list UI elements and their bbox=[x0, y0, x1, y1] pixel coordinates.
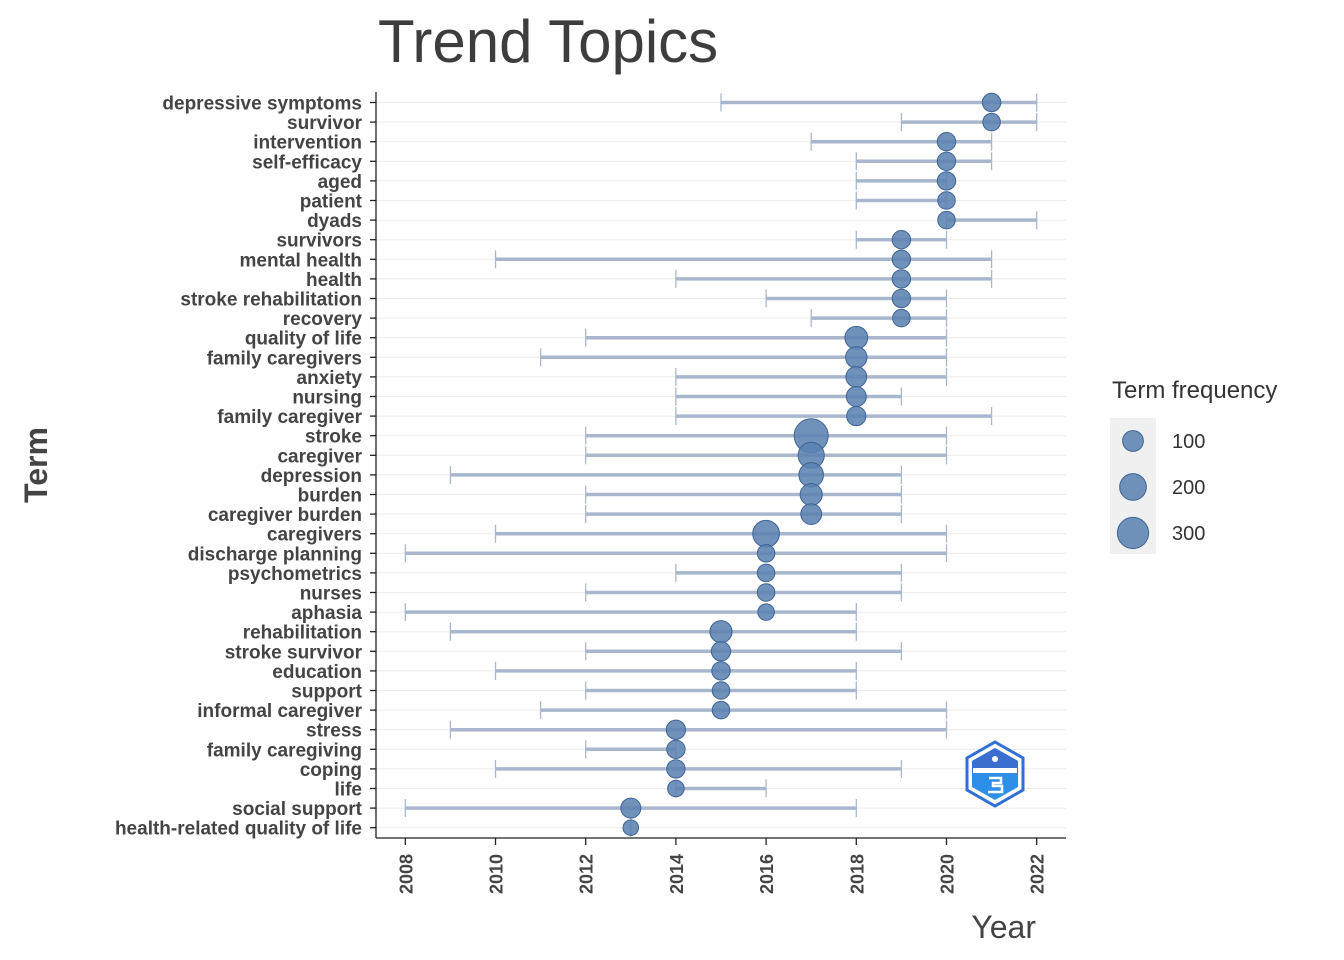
term-point bbox=[620, 797, 642, 819]
term-point bbox=[622, 819, 640, 836]
term-point bbox=[936, 131, 957, 152]
term-label: self-efficacy bbox=[252, 152, 362, 173]
term-point bbox=[982, 112, 1001, 132]
term-label: caregiver bbox=[277, 446, 362, 467]
legend: Term frequency 100 200 300 bbox=[1110, 377, 1277, 554]
term-point bbox=[757, 603, 775, 621]
term-label: stroke bbox=[305, 427, 362, 448]
term-point bbox=[666, 759, 686, 779]
bibliometrix-logo bbox=[965, 740, 1025, 808]
term-label: recovery bbox=[283, 309, 363, 330]
term-label: survivors bbox=[276, 231, 362, 252]
term-point bbox=[666, 739, 686, 760]
term-point bbox=[756, 563, 776, 583]
term-label: education bbox=[272, 662, 362, 683]
x-tick-label: 2014 bbox=[667, 854, 687, 894]
term-label: social support bbox=[232, 799, 363, 820]
term-label: anxiety bbox=[297, 368, 363, 389]
term-label: aged bbox=[318, 172, 362, 193]
term-point bbox=[936, 151, 957, 172]
term-label: caregivers bbox=[267, 525, 362, 546]
term-label: stress bbox=[306, 721, 362, 742]
term-label: health-related quality of life bbox=[115, 819, 362, 840]
term-label: informal caregiver bbox=[197, 701, 362, 722]
term-label: burden bbox=[298, 486, 362, 507]
term-label: depression bbox=[261, 466, 362, 487]
x-tick-label: 2020 bbox=[937, 854, 957, 894]
term-label: intervention bbox=[253, 133, 362, 154]
legend-key-point bbox=[1116, 516, 1150, 550]
term-point bbox=[891, 288, 912, 309]
term-label: survivor bbox=[287, 113, 363, 134]
x-tick-label: 2012 bbox=[577, 854, 597, 894]
term-point bbox=[845, 366, 868, 388]
term-point bbox=[844, 325, 869, 350]
term-label: patient bbox=[300, 192, 363, 213]
term-label: depressive symptoms bbox=[162, 94, 362, 115]
axes bbox=[375, 92, 1066, 839]
term-label: family caregiving bbox=[207, 740, 362, 761]
term-point bbox=[936, 171, 957, 191]
term-point bbox=[800, 503, 823, 525]
term-point bbox=[845, 346, 868, 369]
term-point bbox=[752, 519, 780, 548]
term-label: psychometrics bbox=[228, 564, 362, 585]
x-tick-label: 2010 bbox=[487, 854, 507, 894]
x-tick-label: 2022 bbox=[1028, 854, 1048, 894]
term-label: coping bbox=[300, 760, 362, 781]
term-point bbox=[981, 92, 1002, 113]
term-point bbox=[711, 661, 731, 681]
term-label: discharge planning bbox=[188, 544, 362, 565]
x-tick-label: 2018 bbox=[847, 854, 867, 894]
term-point bbox=[711, 681, 731, 700]
term-label: dyads bbox=[307, 211, 362, 232]
term-label: support bbox=[291, 682, 362, 703]
term-point bbox=[709, 620, 733, 644]
term-label: family caregivers bbox=[207, 348, 362, 369]
x-tick-label: 2008 bbox=[396, 854, 416, 894]
x-tick-label: 2016 bbox=[757, 854, 777, 894]
term-point bbox=[799, 482, 823, 507]
term-point bbox=[937, 191, 956, 210]
term-point bbox=[665, 719, 687, 740]
term-point bbox=[756, 583, 776, 602]
chart-title: Trend Topics bbox=[378, 8, 718, 75]
data-points bbox=[620, 92, 1002, 836]
y-axis-title: Term bbox=[18, 427, 54, 503]
x-axis-ticks: 2008 2010 2012 2014 2016 2018 2020 2022 bbox=[396, 838, 1048, 894]
term-point bbox=[937, 210, 956, 230]
term-point bbox=[710, 641, 732, 662]
term-point bbox=[845, 385, 867, 408]
x-axis-title: Year bbox=[971, 909, 1036, 945]
term-label: nursing bbox=[292, 388, 362, 409]
term-label: nurses bbox=[300, 584, 362, 605]
term-label: stroke survivor bbox=[225, 642, 363, 663]
term-label: health bbox=[306, 270, 362, 291]
term-label: life bbox=[335, 780, 362, 801]
term-point bbox=[711, 700, 731, 720]
term-label: rehabilitation bbox=[243, 623, 362, 644]
legend-key-point bbox=[1119, 473, 1147, 501]
term-point bbox=[892, 308, 911, 328]
term-label: family caregiver bbox=[217, 407, 362, 428]
term-label: stroke rehabilitation bbox=[180, 290, 362, 311]
term-point bbox=[846, 405, 867, 427]
term-point bbox=[756, 544, 776, 563]
term-point bbox=[891, 229, 912, 250]
term-point bbox=[891, 249, 912, 270]
term-label: mental health bbox=[240, 250, 362, 271]
term-label: caregiver burden bbox=[208, 505, 362, 526]
legend-label: 300 bbox=[1172, 523, 1205, 545]
term-point bbox=[667, 779, 685, 798]
legend-key-point bbox=[1122, 430, 1144, 452]
legend-label: 200 bbox=[1172, 477, 1205, 499]
term-label: aphasia bbox=[291, 603, 362, 624]
term-label: quality of life bbox=[245, 329, 362, 350]
term-point bbox=[891, 269, 912, 289]
legend-label: 100 bbox=[1172, 431, 1205, 453]
term-labels: depressive symptomssurvivorinterventions… bbox=[115, 94, 376, 840]
legend-title: Term frequency bbox=[1112, 377, 1277, 404]
